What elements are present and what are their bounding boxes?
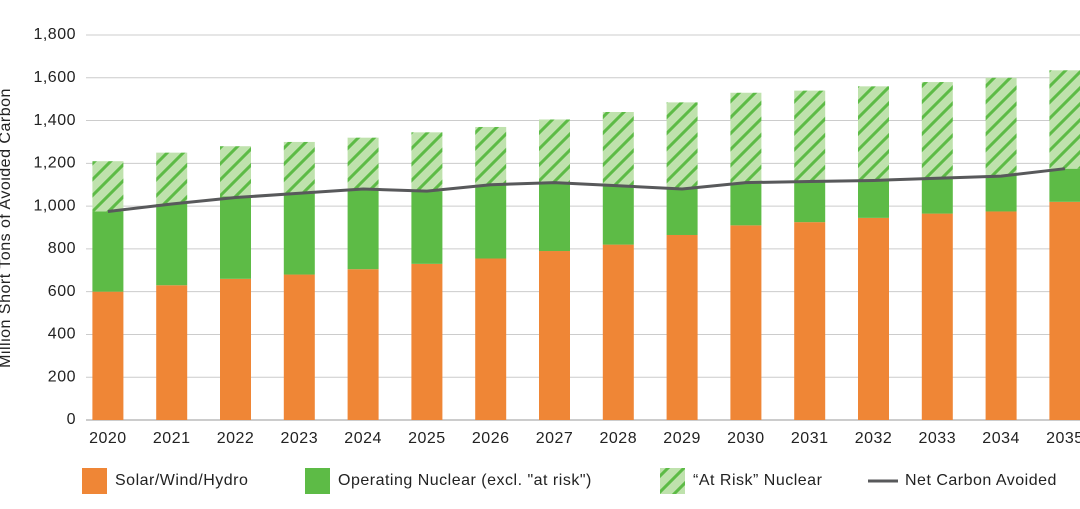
bar-segment — [347, 189, 379, 270]
bar-segment — [475, 184, 507, 259]
y-tick-label: 1,800 — [33, 26, 76, 43]
bar-segment — [666, 234, 698, 420]
bar-segment — [602, 112, 634, 186]
legend-label: Solar/Wind/Hydro — [115, 472, 248, 489]
x-tick-label: 2023 — [281, 430, 319, 447]
bar-segment — [921, 213, 953, 420]
bar-segment — [411, 191, 443, 264]
bar-segment — [220, 278, 251, 420]
y-tick-label: 1,400 — [33, 112, 76, 129]
bar-segment — [985, 211, 1017, 420]
x-tick-label: 2025 — [408, 430, 446, 447]
y-tick-label: 1,200 — [33, 155, 76, 172]
bar-segment — [347, 269, 379, 420]
bar-segment — [858, 217, 889, 420]
legend-swatch — [305, 468, 330, 494]
y-axis-title: Million Short Tons of Avoided Carbon — [0, 88, 14, 368]
bar-segment — [92, 211, 124, 292]
y-tick-label: 200 — [48, 368, 76, 385]
bar-segment — [666, 102, 698, 188]
y-tick-label: 1,600 — [33, 69, 76, 86]
bar-segment — [92, 161, 124, 212]
legend-label: Net Carbon Avoided — [905, 472, 1057, 489]
bar-segment — [794, 222, 826, 420]
bar-segment — [92, 291, 124, 420]
bar-segment — [730, 225, 762, 420]
x-tick-label: 2029 — [663, 430, 701, 447]
legend-swatch — [660, 468, 685, 494]
bar-segment — [539, 119, 570, 183]
bar-segment — [602, 185, 634, 245]
x-tick-label: 2020 — [89, 430, 127, 447]
bar-segment — [156, 285, 188, 420]
y-tick-label: 400 — [48, 326, 76, 343]
x-tick-label: 2026 — [472, 430, 510, 447]
bar-segment — [283, 274, 315, 420]
bar-segment — [347, 137, 379, 189]
bar-segment — [858, 180, 889, 218]
bar-segment — [411, 132, 443, 192]
bar-segment — [1049, 70, 1080, 169]
y-tick-label: 800 — [48, 240, 76, 257]
x-tick-label: 2021 — [153, 430, 191, 447]
x-tick-label: 2024 — [344, 430, 382, 447]
bar-segment — [220, 146, 251, 197]
x-tick-label: 2031 — [791, 430, 829, 447]
x-tick-label: 2028 — [600, 430, 638, 447]
bar-segment — [1049, 201, 1080, 420]
bar-segment — [730, 92, 762, 183]
bar-segment — [156, 152, 188, 204]
x-tick-label: 2030 — [727, 430, 765, 447]
x-tick-label: 2032 — [855, 430, 893, 447]
legend-swatch — [82, 468, 107, 494]
x-tick-label: 2033 — [919, 430, 957, 447]
legend-label: Operating Nuclear (excl. "at risk") — [338, 472, 592, 489]
bar-segment — [539, 251, 570, 420]
bar-segment — [1049, 168, 1080, 202]
bar-segment — [283, 193, 315, 275]
line-series — [107, 167, 1066, 213]
x-tick-label: 2027 — [536, 430, 574, 447]
bar-segment — [794, 90, 826, 182]
bar-segment — [283, 141, 315, 194]
bar-segment — [730, 182, 762, 226]
y-tick-label: 0 — [67, 411, 76, 428]
bar-segment — [475, 258, 507, 420]
bar-segment — [220, 196, 251, 279]
bar-segment — [539, 182, 570, 252]
y-tick-label: 600 — [48, 283, 76, 300]
legend-label: “At Risk” Nuclear — [693, 472, 823, 489]
y-tick-label: 1,000 — [33, 197, 76, 214]
bar-segment — [921, 82, 953, 179]
bar-segment — [411, 263, 443, 420]
bar-segment — [921, 178, 953, 214]
bar-segment — [858, 86, 889, 181]
bar-segment — [985, 77, 1017, 176]
bar-segment — [985, 175, 1017, 212]
bar-segment — [602, 244, 634, 420]
x-tick-label: 2035 — [1046, 430, 1080, 447]
bar-segment — [666, 187, 698, 235]
x-tick-label: 2022 — [217, 430, 255, 447]
x-tick-label: 2034 — [982, 430, 1020, 447]
bar-segment — [794, 181, 826, 223]
bar-segment — [475, 126, 507, 185]
bar-segment — [156, 203, 188, 286]
